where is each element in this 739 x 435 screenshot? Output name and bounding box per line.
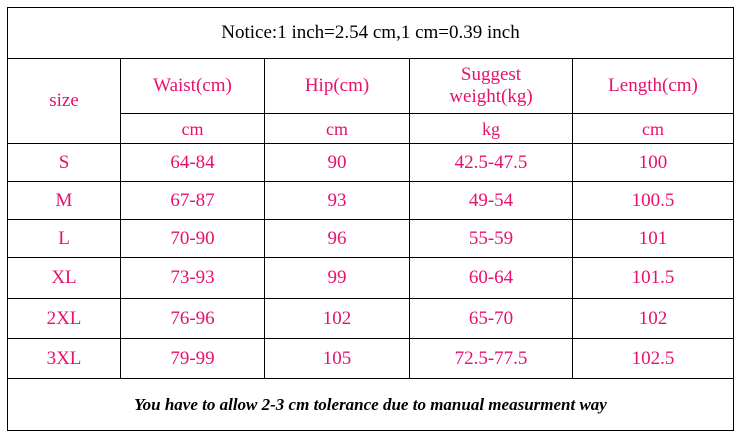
- header-length: Length(cm): [572, 58, 734, 114]
- cell-waist: 67-87: [120, 181, 265, 220]
- cell-weight: 55-59: [409, 219, 573, 258]
- unit-length: cm: [572, 113, 734, 144]
- cell-length: 102: [572, 298, 734, 339]
- notice-text: Notice:1 inch=2.54 cm,1 cm=0.39 inch: [7, 7, 734, 59]
- table-row: L 70-90 96 55-59 101: [7, 219, 734, 258]
- cell-weight: 72.5-77.5: [409, 338, 573, 379]
- cell-length: 100.5: [572, 181, 734, 220]
- cell-hip: 96: [264, 219, 410, 258]
- cell-size: XL: [7, 257, 121, 299]
- cell-weight: 49-54: [409, 181, 573, 220]
- table-row: M 67-87 93 49-54 100.5: [7, 181, 734, 220]
- table-row: 3XL 79-99 105 72.5-77.5 102.5: [7, 338, 734, 379]
- cell-size: 3XL: [7, 338, 121, 379]
- size-table: Notice:1 inch=2.54 cm,1 cm=0.39 inch siz…: [7, 7, 734, 431]
- cell-length: 102.5: [572, 338, 734, 379]
- header-waist: Waist(cm): [120, 58, 265, 114]
- cell-length: 100: [572, 143, 734, 182]
- unit-weight: kg: [409, 113, 573, 144]
- header-size: size: [7, 58, 121, 144]
- header-hip: Hip(cm): [264, 58, 410, 114]
- table-row: S 64-84 90 42.5-47.5 100: [7, 143, 734, 182]
- cell-waist: 73-93: [120, 257, 265, 299]
- cell-waist: 64-84: [120, 143, 265, 182]
- tolerance-note: You have to allow 2-3 cm tolerance due t…: [7, 378, 734, 431]
- cell-weight: 65-70: [409, 298, 573, 339]
- cell-hip: 99: [264, 257, 410, 299]
- cell-length: 101: [572, 219, 734, 258]
- table-row: XL 73-93 99 60-64 101.5: [7, 257, 734, 299]
- cell-length: 101.5: [572, 257, 734, 299]
- cell-size: L: [7, 219, 121, 258]
- cell-waist: 70-90: [120, 219, 265, 258]
- size-chart: Notice:1 inch=2.54 cm,1 cm=0.39 inch siz…: [7, 7, 734, 431]
- cell-size: M: [7, 181, 121, 220]
- cell-size: 2XL: [7, 298, 121, 339]
- cell-hip: 90: [264, 143, 410, 182]
- cell-hip: 105: [264, 338, 410, 379]
- cell-hip: 102: [264, 298, 410, 339]
- unit-hip: cm: [264, 113, 410, 144]
- cell-weight: 60-64: [409, 257, 573, 299]
- header-weight-line2: weight(kg): [449, 86, 533, 107]
- header-weight-line1: Suggest: [460, 64, 522, 85]
- cell-size: S: [7, 143, 121, 182]
- table-row: 2XL 76-96 102 65-70 102: [7, 298, 734, 339]
- cell-waist: 79-99: [120, 338, 265, 379]
- cell-weight: 42.5-47.5: [409, 143, 573, 182]
- cell-hip: 93: [264, 181, 410, 220]
- unit-waist: cm: [120, 113, 265, 144]
- cell-waist: 76-96: [120, 298, 265, 339]
- header-weight: Suggest weight(kg): [409, 58, 573, 114]
